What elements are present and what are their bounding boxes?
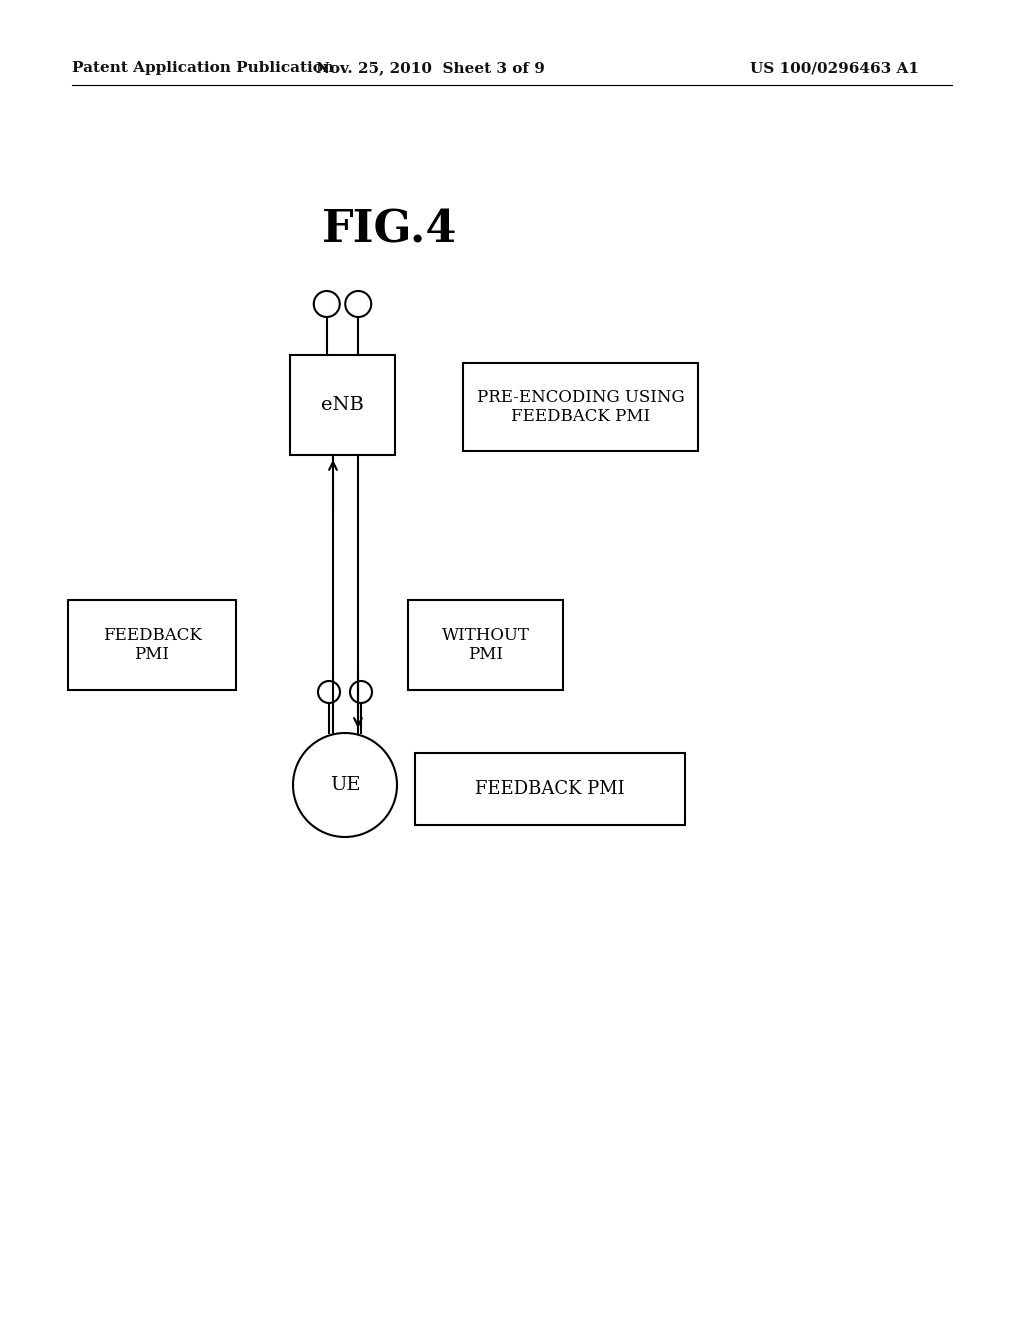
- Circle shape: [350, 681, 372, 704]
- Bar: [415, 752, 685, 825]
- Text: Patent Application Publication: Patent Application Publication: [72, 61, 334, 75]
- Circle shape: [318, 681, 340, 704]
- Text: eNB: eNB: [322, 396, 364, 414]
- Text: FEEDBACK PMI: FEEDBACK PMI: [475, 780, 625, 799]
- Text: PRE-ENCODING USING
FEEDBACK PMI: PRE-ENCODING USING FEEDBACK PMI: [477, 388, 684, 425]
- Bar: [68, 601, 236, 690]
- Bar: [408, 601, 563, 690]
- Circle shape: [313, 290, 340, 317]
- Text: UE: UE: [330, 776, 360, 795]
- Text: FEEDBACK
PMI: FEEDBACK PMI: [102, 627, 202, 663]
- Circle shape: [345, 290, 372, 317]
- Text: WITHOUT
PMI: WITHOUT PMI: [441, 627, 529, 663]
- Bar: [290, 355, 395, 455]
- Bar: [463, 363, 698, 451]
- Text: US 100/0296463 A1: US 100/0296463 A1: [750, 61, 919, 75]
- Text: Nov. 25, 2010  Sheet 3 of 9: Nov. 25, 2010 Sheet 3 of 9: [315, 61, 545, 75]
- Circle shape: [293, 733, 397, 837]
- Text: FIG.4: FIG.4: [323, 209, 458, 252]
